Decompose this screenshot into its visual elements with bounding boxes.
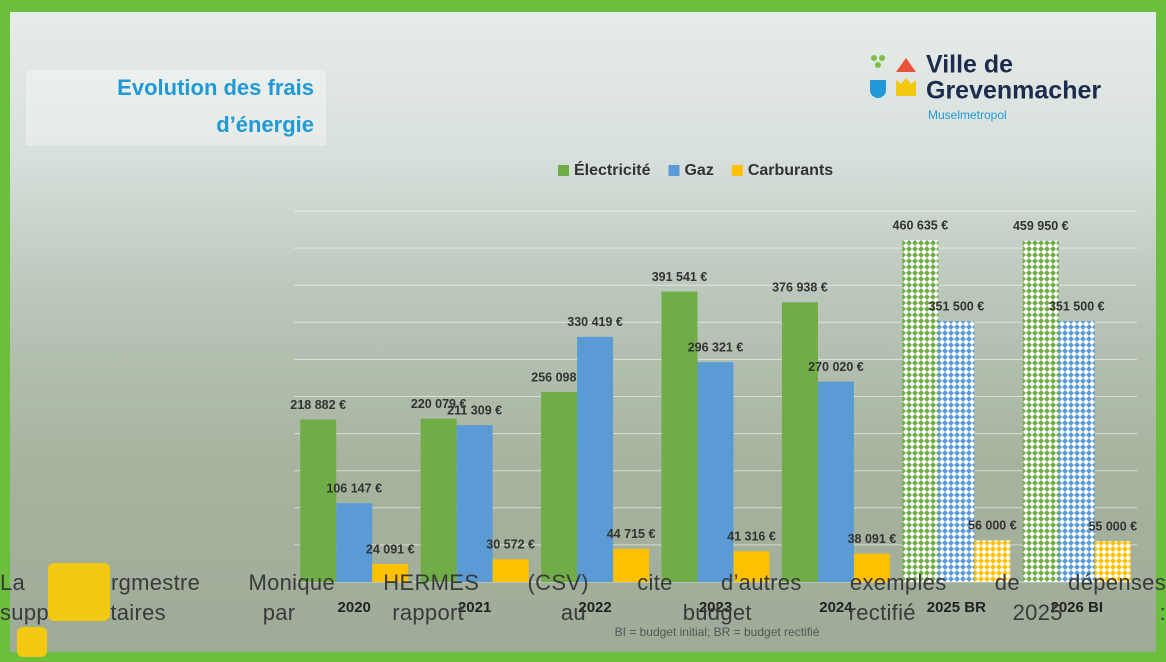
legend-swatch bbox=[732, 165, 743, 176]
value-label: 296 321 € bbox=[688, 340, 744, 354]
logo-text: Grevenmacher bbox=[926, 77, 1101, 105]
bar bbox=[818, 382, 854, 582]
decor-chip bbox=[48, 563, 110, 621]
bar bbox=[902, 240, 938, 582]
value-label: 211 309 € bbox=[447, 404, 502, 418]
legend-label: Carburants bbox=[748, 162, 833, 179]
bar bbox=[1023, 241, 1059, 582]
article-text: La bourgmestre Monique HERMES (CSV) cite… bbox=[0, 570, 1166, 596]
bar bbox=[698, 362, 734, 582]
value-label: 351 500 € bbox=[929, 299, 985, 313]
article-text: supplémentaires par rapport au budget re… bbox=[0, 600, 1166, 626]
value-label: 38 091 € bbox=[848, 532, 897, 546]
bar bbox=[421, 419, 457, 582]
value-label: 56 000 € bbox=[968, 519, 1017, 533]
legend-label: Gaz bbox=[684, 162, 713, 179]
legend-swatch bbox=[558, 165, 569, 176]
logo-tagline: Muselmetropol bbox=[928, 108, 1007, 122]
logo: Ville de Grevenmacher Muselmetropol bbox=[870, 51, 1101, 123]
chart-title: d’énergie bbox=[216, 112, 314, 137]
value-label: 391 541 € bbox=[652, 270, 708, 284]
bar bbox=[662, 291, 698, 582]
bar bbox=[938, 321, 974, 582]
value-label: 351 500 € bbox=[1049, 299, 1105, 313]
bar bbox=[1059, 321, 1095, 582]
value-label: 330 419 € bbox=[567, 315, 623, 329]
value-label: 106 147 € bbox=[326, 482, 382, 496]
chart: Evolution des frais d’énergie Ville de G… bbox=[0, 0, 1166, 662]
value-label: 24 091 € bbox=[366, 542, 415, 556]
logo-text: Ville de bbox=[926, 51, 1013, 79]
value-label: 41 316 € bbox=[727, 530, 776, 544]
value-label: 30 572 € bbox=[486, 538, 535, 552]
value-label: 44 715 € bbox=[607, 527, 656, 541]
bar bbox=[577, 337, 613, 582]
value-label: 459 950 € bbox=[1013, 219, 1069, 233]
legend-swatch bbox=[668, 165, 679, 176]
value-label: 55 000 € bbox=[1088, 519, 1137, 533]
value-label: 218 882 € bbox=[290, 398, 346, 412]
decor-chip bbox=[17, 627, 47, 657]
value-label: 270 020 € bbox=[808, 360, 864, 374]
bar bbox=[457, 425, 493, 582]
value-label: 460 635 € bbox=[893, 219, 949, 233]
bar bbox=[541, 392, 577, 582]
value-label: 376 938 € bbox=[772, 281, 828, 295]
bar bbox=[782, 302, 818, 582]
legend-label: Électricité bbox=[574, 160, 651, 179]
chart-title: Evolution des frais bbox=[117, 75, 314, 100]
chart-note: BI = budget initial; BR = budget rectifi… bbox=[615, 625, 820, 639]
bar bbox=[300, 420, 336, 582]
